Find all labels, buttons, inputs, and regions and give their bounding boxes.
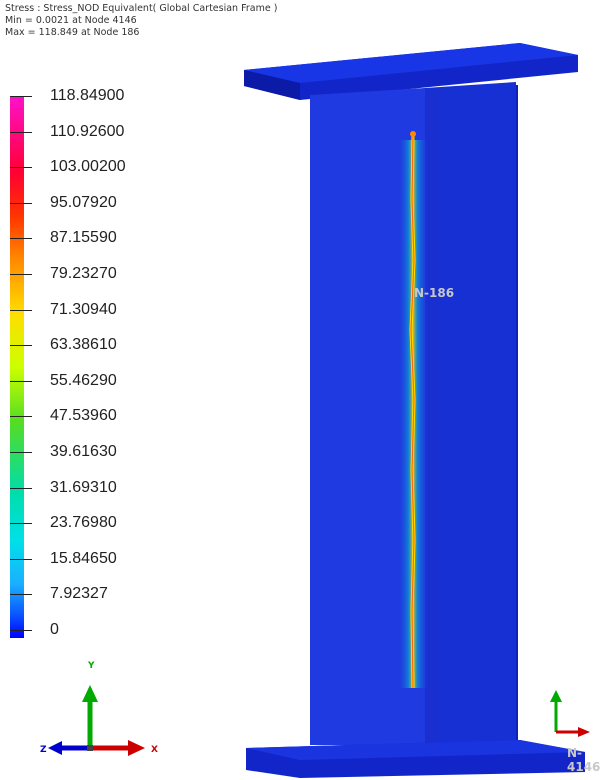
legend-tick — [10, 203, 32, 204]
legend-tick — [10, 274, 32, 275]
legend-value-label: 87.15590 — [50, 229, 117, 246]
legend-value-label: 47.53960 — [50, 407, 117, 424]
legend-value-label: 39.61630 — [50, 443, 117, 460]
top-flange — [244, 43, 578, 100]
stress-seam — [398, 131, 428, 689]
legend-value-label: 71.30940 — [50, 301, 117, 318]
legend-tick — [10, 630, 32, 631]
legend-tick — [10, 132, 32, 133]
legend-value-label: 0 — [50, 621, 59, 638]
x-axis-arrow — [128, 740, 145, 756]
legend-value-label: 23.76980 — [50, 514, 117, 531]
legend-value-label: 103.00200 — [50, 158, 126, 175]
result-min-readout: Min = 0.0021 at Node 4146 — [5, 15, 137, 26]
node-triad — [550, 690, 590, 737]
legend-tick — [10, 310, 32, 311]
x-axis-label: X — [151, 745, 158, 755]
legend-value-label: 118.84900 — [50, 87, 125, 104]
legend-value-label: 79.23270 — [50, 265, 117, 282]
result-title: Stress : Stress_NOD Equivalent( Global C… — [5, 3, 278, 14]
z-axis-label: Z — [40, 745, 47, 755]
legend-tick — [10, 488, 32, 489]
legend-tick — [10, 96, 32, 97]
stress-color-bar — [10, 96, 24, 638]
y-axis-label: Y — [87, 661, 95, 671]
legend-tick — [10, 381, 32, 382]
legend-tick — [10, 594, 32, 595]
legend-value-label: 55.46290 — [50, 372, 117, 389]
result-max-readout: Max = 118.849 at Node 186 — [5, 27, 140, 38]
legend-tick — [10, 452, 32, 453]
y-axis-arrow — [82, 685, 98, 702]
legend-value-label: 7.92327 — [50, 585, 108, 602]
legend-value-label: 15.84650 — [50, 550, 117, 567]
axis-triad: Y X Z — [40, 661, 158, 756]
legend-tick — [10, 167, 32, 168]
min-node-label: N-4146 — [567, 746, 601, 774]
legend-value-label: 95.07920 — [50, 194, 117, 211]
z-axis-arrow — [48, 741, 62, 755]
legend-value-label: 110.92600 — [50, 123, 125, 140]
max-node-label: N-186 — [414, 286, 455, 300]
legend-value-label: 63.38610 — [50, 336, 117, 353]
bottom-flange — [246, 740, 585, 778]
legend-tick — [10, 416, 32, 417]
legend-tick — [10, 559, 32, 560]
legend-tick — [10, 523, 32, 524]
legend-tick — [10, 238, 32, 239]
legend-tick — [10, 345, 32, 346]
web-plate — [310, 82, 518, 745]
legend-value-label: 31.69310 — [50, 479, 117, 496]
